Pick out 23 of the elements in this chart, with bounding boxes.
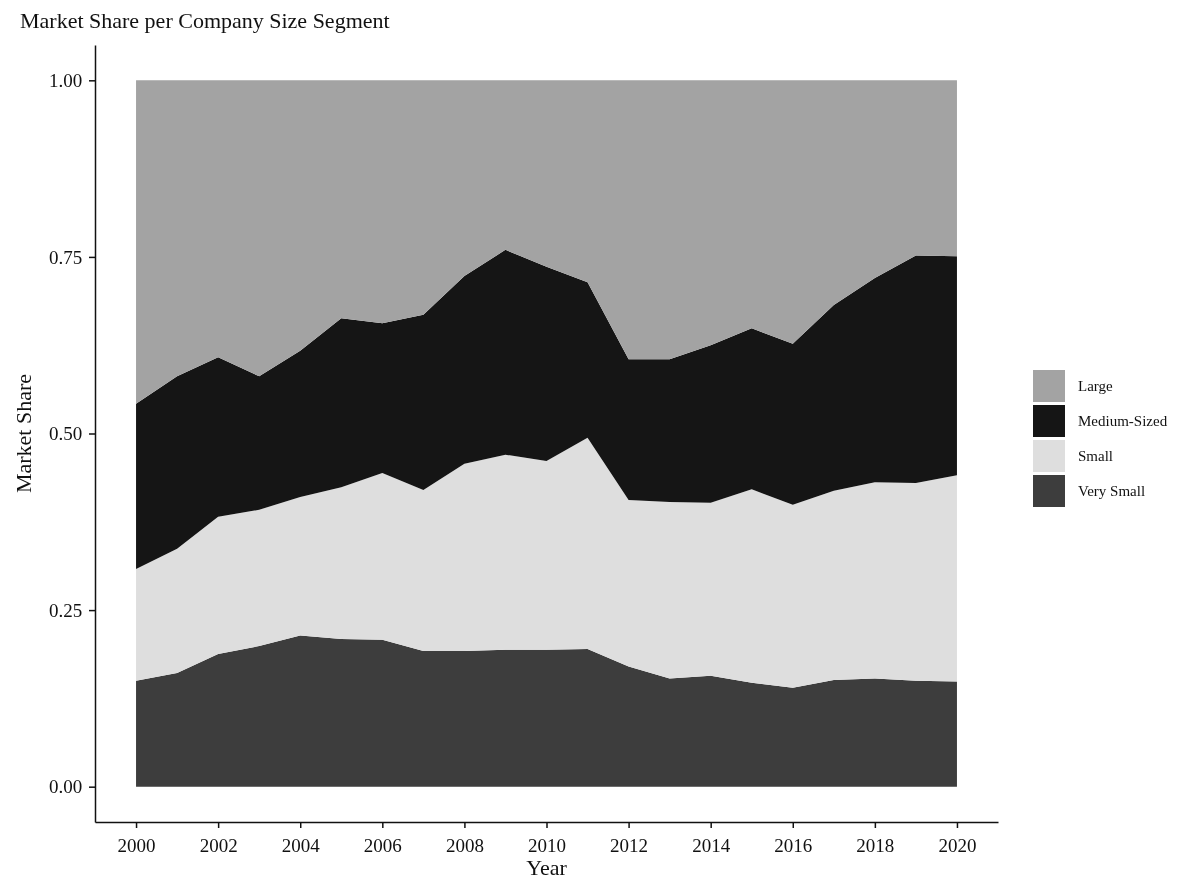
legend-label: Very Small <box>1078 483 1146 499</box>
x-tick-label: 2008 <box>445 834 484 856</box>
x-tick-label: 2020 <box>938 834 977 856</box>
y-tick-label: 0.00 <box>48 776 83 798</box>
legend-label: Large <box>1078 378 1114 394</box>
y-tick-label: 0.75 <box>48 246 83 268</box>
x-tick-label: 2004 <box>281 834 321 856</box>
legend-label: Medium-Sized <box>1078 413 1168 429</box>
x-tick-label: 2000 <box>117 834 156 856</box>
y-axis-title: Market Share <box>11 373 36 494</box>
x-tick-label: 2012 <box>610 834 649 856</box>
x-tick-label: 2002 <box>199 834 238 856</box>
y-tick-label: 1.00 <box>48 69 83 91</box>
y-tick-label: 0.25 <box>48 599 83 621</box>
x-tick-label: 2016 <box>774 834 813 856</box>
chart-title: Market Share per Company Size Segment <box>20 8 390 33</box>
x-axis-title: Year <box>526 855 568 880</box>
legend-label: Small <box>1078 448 1114 464</box>
x-tick-label: 2018 <box>856 834 895 856</box>
x-tick-label: 2014 <box>692 834 731 856</box>
x-tick-label: 2010 <box>528 834 566 856</box>
y-tick-label: 0.50 <box>48 423 83 445</box>
x-tick-label: 2006 <box>363 834 402 856</box>
